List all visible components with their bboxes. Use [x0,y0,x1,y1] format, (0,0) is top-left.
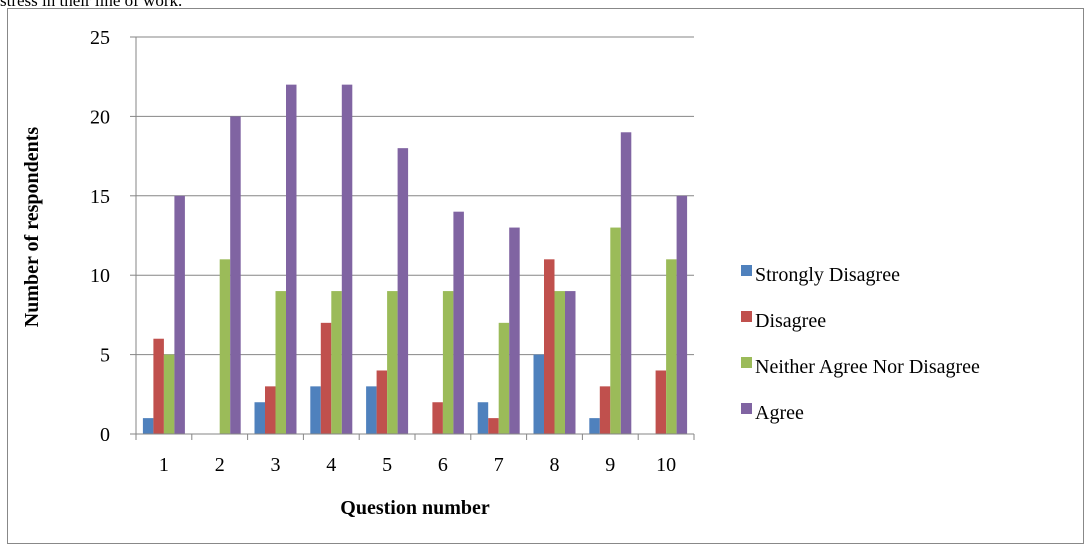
y-tick-label: 15 [90,186,110,208]
bar [599,386,611,434]
y-tick-label: 5 [100,345,110,367]
x-tick-label: 9 [605,454,615,476]
chart-frame: 0 5 10 15 20 25 1 2 3 4 5 6 7 8 9 10 Strongly Disagree D… [7,8,1084,544]
bar [533,354,544,434]
bar [163,354,175,434]
bar [655,370,667,434]
bar [341,84,353,434]
bar [174,195,185,434]
bars [142,84,688,435]
x-tick-label: 6 [438,454,448,476]
bar [366,386,377,434]
bar [544,259,555,434]
bar [610,227,621,434]
legend-swatch [741,265,752,276]
bar [442,291,454,434]
legend-swatch [741,403,752,414]
bar [498,322,510,434]
bar [275,291,286,434]
bar [230,116,241,435]
bar [509,227,520,434]
bar [286,84,297,434]
y-tick-label: 25 [90,27,110,49]
bar [589,418,600,434]
legend-swatch [741,311,752,322]
x-tick-label: 8 [550,454,560,476]
bar-chart: 0 5 10 15 20 25 1 2 3 4 5 6 7 8 9 10 Strongly Disagree D… [21,27,980,519]
y-axis-title: Number of respondents [21,127,43,328]
bar [219,259,231,434]
legend-swatch [741,357,752,368]
y-tick-label: 10 [90,265,110,287]
legend-label: Strongly Disagree [755,264,900,286]
bar [153,338,164,434]
bar [432,402,443,434]
bar [397,148,409,434]
bar [310,386,321,434]
y-tick-label: 0 [100,424,110,446]
x-tick-label: 7 [494,454,504,476]
bar [620,132,632,434]
gridlines [136,36,694,356]
bar [676,195,688,434]
bar [453,211,464,434]
legend-label: Agree [755,402,804,424]
bar [320,322,332,434]
y-tick-label: 20 [90,106,110,128]
x-tick-label: 5 [382,454,392,476]
bar [554,291,565,434]
x-tick-label: 1 [159,454,169,476]
bar [331,291,342,434]
bar [477,402,489,434]
bar [376,370,388,434]
x-tick-label: 4 [326,454,336,476]
axes: 0 5 10 15 20 25 1 2 3 4 5 6 7 8 9 10 [90,27,695,476]
bar [142,418,154,434]
x-tick-label: 2 [215,454,225,476]
bar [488,418,499,434]
legend: Strongly Disagree Disagree Neither Agree N… [741,264,980,424]
x-tick-label: 3 [271,454,281,476]
x-axis-title: Question number [340,497,490,519]
figure-caption: stress in their line of work. [0,0,183,10]
legend-label: Disagree [755,310,826,332]
bar [666,259,677,434]
bar [254,402,265,434]
bar [265,386,276,434]
legend-label: Neither Agree Nor Disagree [755,356,980,378]
bar [565,291,576,434]
bar [387,291,398,434]
x-tick-label: 10 [656,454,676,476]
